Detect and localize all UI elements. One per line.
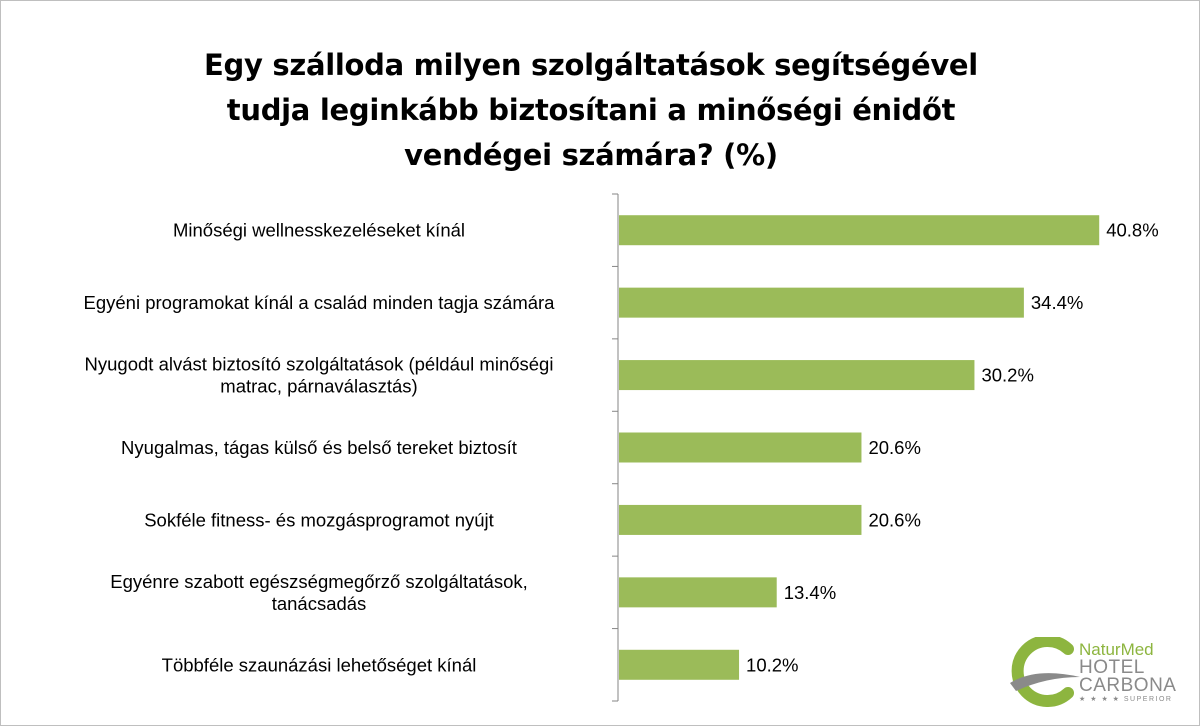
category-label: Többféle szaunázási lehetőséget kínál (162, 654, 477, 675)
logo-text-hotel: HOTEL (1079, 657, 1145, 678)
data-label: 10.2% (746, 654, 798, 675)
category-label-line: Nyugodt alvást biztosító szolgáltatások … (85, 354, 554, 375)
chart-title: Egy szálloda milyen szolgáltatások segít… (161, 43, 1021, 178)
chart-title-line-3: vendégei számára? (%) (404, 138, 778, 172)
carbona-c-logo-icon (1010, 635, 1080, 707)
category-label-line: Nyugalmas, tágas külső és belső tereket … (121, 437, 517, 458)
category-label: Nyugalmas, tágas külső és belső tereket … (121, 437, 517, 458)
bar (619, 287, 1024, 318)
category-label-line: Minőségi wellnesskezeléseket kínál (173, 220, 465, 241)
naturmed-hotel-carbona-logo: NaturMed HOTEL CARBONA ★ ★ ★ ★ SUPERIOR (1006, 635, 1181, 707)
bar (619, 360, 975, 391)
data-label: 30.2% (981, 365, 1033, 386)
logo-text-carbona: CARBONA (1079, 675, 1177, 696)
bar (619, 432, 862, 463)
logo-text-superior: ★ ★ ★ ★ SUPERIOR (1079, 696, 1173, 703)
category-label-line: Sokféle fitness- és mozgásprogramot nyúj… (144, 509, 494, 530)
data-label: 20.6% (868, 437, 920, 458)
data-label: 20.6% (868, 509, 920, 530)
chart-title-line-2: tudja leginkább biztosítani a minőségi é… (226, 93, 956, 127)
category-label-line: Egyéni programokat kínál a család minden… (84, 292, 556, 313)
category-label-line: Többféle szaunázási lehetőséget kínál (162, 654, 477, 675)
category-label-line: matrac, párnaválasztás) (220, 376, 417, 397)
category-label-line: Egyénre szabott egészségmegőrző szolgált… (110, 571, 528, 592)
data-label: 34.4% (1031, 292, 1083, 313)
category-label: Egyénre szabott egészségmegőrző szolgált… (110, 571, 528, 614)
category-label: Sokféle fitness- és mozgásprogramot nyúj… (144, 509, 494, 530)
bar (619, 215, 1100, 246)
data-label: 13.4% (784, 582, 836, 603)
data-label: 40.8% (1106, 220, 1158, 241)
bar (619, 504, 862, 535)
bar (619, 649, 740, 680)
category-label: Nyugodt alvást biztosító szolgáltatások … (85, 354, 554, 397)
category-label-line: tanácsadás (272, 593, 367, 614)
bar (619, 577, 777, 608)
category-label: Minőségi wellnesskezeléseket kínál (173, 220, 465, 241)
category-label: Egyéni programokat kínál a család minden… (84, 292, 556, 313)
logo-text-naturmed: NaturMed (1079, 640, 1154, 659)
chart-title-line-1: Egy szálloda milyen szolgáltatások segít… (204, 48, 978, 82)
